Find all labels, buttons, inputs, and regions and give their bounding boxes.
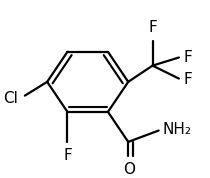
Text: F: F [184,50,193,65]
Text: Cl: Cl [3,91,18,106]
Text: F: F [148,20,157,35]
Text: O: O [123,162,135,177]
Text: F: F [184,72,193,87]
Text: F: F [63,148,72,163]
Text: NH₂: NH₂ [163,122,192,137]
